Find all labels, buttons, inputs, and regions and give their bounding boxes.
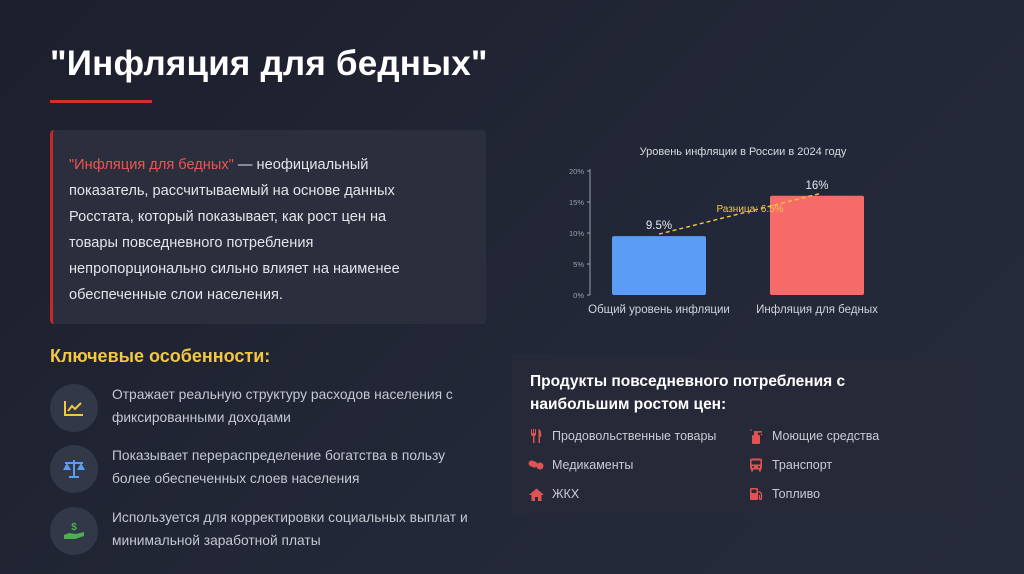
house-icon (528, 486, 544, 502)
feature-item-2: Показывает перераспределение богатства в… (50, 445, 490, 493)
chart-y-tick-label: 5% (573, 260, 584, 269)
product-label-utilities: ЖКХ (552, 487, 580, 501)
chart-y-tick-label: 15% (569, 198, 584, 207)
definition-card: "Инфляция для бедных" — неофициальный по… (50, 130, 486, 324)
chart-category-label: Инфляция для бедных (756, 304, 878, 316)
chart-category-label: Общий уровень инфляции (588, 304, 730, 316)
chart-title: Уровень инфляции в России в 2024 году (640, 146, 847, 158)
chart-y-tick-label: 10% (569, 229, 584, 238)
title-underline (50, 100, 152, 103)
feature-2-line-2: более обеспеченных слоев населения (112, 471, 360, 486)
definition-line-5: непропорционально сильно влияет на наиме… (69, 261, 400, 277)
definition-line-1: — неофициальный (233, 157, 369, 173)
chart-bar-value-label: 9.5% (646, 220, 672, 232)
chart-y-tick-label: 20% (569, 167, 584, 176)
feature-item-3: $ Используется для корректировки социаль… (50, 507, 490, 555)
feature-1-line-1: Отражает реальную структуру расходов нас… (112, 387, 453, 402)
product-label-transport: Транспорт (772, 458, 833, 472)
scales-icon (50, 445, 98, 493)
products-card: Продукты повседневного потребления с наи… (512, 354, 975, 518)
feature-text-1: Отражает реальную структуру расходов нас… (112, 383, 453, 429)
product-item-transport: Транспорт (748, 457, 832, 473)
features-title: Ключевые особенности: (50, 346, 271, 366)
product-item-food: Продовольственные товары (528, 428, 716, 444)
feature-2-line-1: Показывает перераспределение богатства в… (112, 448, 446, 463)
definition-text: "Инфляция для бедных" — неофициальный по… (69, 152, 470, 308)
spray-bottle-icon (748, 428, 764, 444)
feature-3-line-1: Используется для корректировки социальны… (112, 510, 468, 525)
product-item-detergents: Моющие средства (748, 428, 879, 444)
product-label-detergents: Моющие средства (772, 429, 880, 443)
utensils-icon (528, 428, 544, 444)
product-item-fuel: Топливо (748, 486, 820, 502)
product-label-fuel: Топливо (772, 487, 821, 501)
gas-pump-icon (748, 486, 764, 502)
chart-y-tick-label: 0% (573, 291, 584, 300)
chart-bar (770, 195, 864, 295)
product-label-medicine: Медикаменты (552, 458, 634, 472)
feature-1-line-2: фиксированными доходами (112, 410, 291, 425)
hand-money-icon: $ (50, 507, 98, 555)
svg-text:$: $ (71, 522, 77, 533)
chart-bars: 9.5% Общий уровень инфляции 16% Инфляция дл… (588, 180, 878, 316)
products-title-line-2: наибольшим ростом цен: (530, 396, 727, 413)
definition-term: "Инфляция для бедных" (69, 157, 234, 173)
chart-line-icon (50, 384, 98, 432)
chart-bar (612, 236, 706, 295)
definition-line-3: Росстата, который показывает, как рост ц… (69, 209, 387, 225)
product-item-medicine: Медикаменты (528, 457, 633, 473)
definition-line-4: товары повседневного потребления (69, 235, 314, 251)
feature-text-3: Используется для корректировки социальны… (112, 506, 468, 552)
chart-difference-annotation: Разница: 6.5% (716, 204, 783, 215)
feature-3-line-2: минимальной заработной платы (112, 533, 321, 548)
product-label-food: Продовольственные товары (552, 429, 717, 443)
definition-line-6: обеспеченные слои населения. (69, 287, 283, 303)
product-item-utilities: ЖКХ (528, 486, 579, 502)
feature-text-2: Показывает перераспределение богатства в… (112, 444, 445, 490)
chart-bar-value-label: 16% (805, 180, 828, 192)
products-title: Продукты повседневного потребления с наи… (530, 370, 957, 416)
bus-icon (748, 457, 764, 473)
feature-item-1: Отражает реальную структуру расходов нас… (50, 384, 490, 432)
inflation-chart-svg: Уровень инфляции в России в 2024 году 0%… (569, 146, 878, 316)
definition-line-2: показатель, рассчитываемый на основе дан… (69, 183, 395, 199)
slide-title: "Инфляция для бедных" (50, 44, 488, 83)
pills-icon (528, 457, 544, 473)
inflation-chart: Уровень инфляции в России в 2024 году 0%… (560, 136, 900, 326)
products-title-line-1: Продукты повседневного потребления с (530, 373, 846, 390)
chart-y-axis: 0% 5% 10% 15% 20% (569, 167, 591, 300)
